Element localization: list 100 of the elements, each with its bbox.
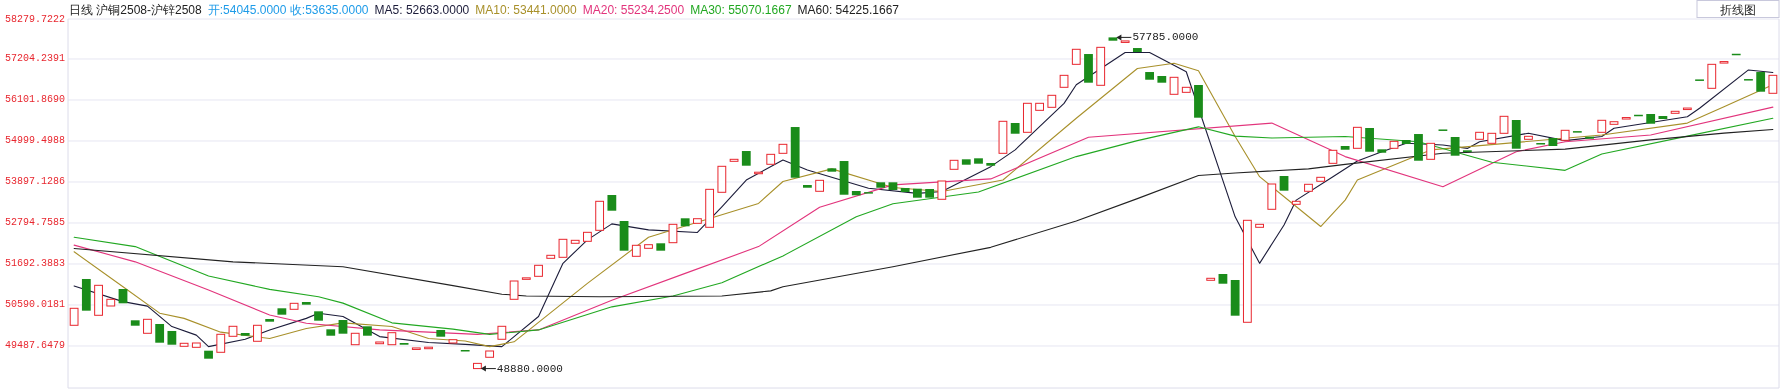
chart-subtitle: 开:54045.0000 收:53635.0000 [207, 3, 369, 17]
candlestick [1084, 54, 1093, 83]
candlestick [1560, 129, 1570, 141]
candlestick [1145, 72, 1154, 80]
candlestick [1279, 176, 1289, 191]
candlestick [1707, 63, 1717, 89]
text: MA5: 52663.0000 [374, 3, 470, 17]
candlestick [570, 239, 580, 244]
candlestick [851, 191, 861, 196]
candlestick [888, 182, 898, 190]
candlestick [937, 180, 947, 200]
candlestick [314, 311, 323, 321]
candlestick [363, 326, 372, 336]
candlestick [1267, 183, 1277, 210]
candlestick [1609, 121, 1619, 125]
candlestick [1511, 120, 1521, 149]
candlestick [1389, 140, 1399, 149]
candlestick [558, 238, 568, 258]
candlestick [1022, 102, 1032, 133]
text: MA60: 54225.1667 [797, 3, 900, 17]
candlestick [1524, 135, 1533, 140]
candlestick [705, 188, 715, 228]
candlestick [411, 347, 421, 350]
candlestick [827, 168, 837, 172]
y-tick-label: 49487.6479 [4, 340, 65, 352]
candlestick [607, 195, 617, 211]
candlestick [974, 158, 983, 164]
candlestick [387, 332, 397, 346]
candlestick [1328, 149, 1338, 164]
candlestick [1487, 132, 1497, 144]
candlestick [1682, 107, 1692, 111]
candlestick [1071, 48, 1081, 65]
candlestick [485, 350, 495, 358]
candlestick [81, 278, 91, 311]
candlestick [790, 127, 800, 178]
candlestick [1157, 76, 1167, 83]
candlestick [155, 323, 165, 343]
text: MA10: 53441.0000 [475, 3, 578, 17]
candlestick [204, 350, 213, 359]
candlestick [803, 185, 812, 188]
candlestick [839, 161, 849, 195]
y-tick-label: 57204.2391 [4, 53, 65, 65]
candlestick [1597, 119, 1607, 133]
candlestick [1499, 115, 1509, 134]
candlestick [619, 221, 629, 251]
candlestick [1047, 94, 1057, 108]
candlestick [717, 165, 727, 193]
candlestick [961, 159, 971, 165]
candlestick [1242, 219, 1252, 323]
candlestick [1462, 150, 1472, 153]
candlestick [1316, 176, 1326, 182]
annotation: 48880.0000 [496, 362, 563, 375]
candlestick [1548, 138, 1558, 146]
chart-title: 日线 沪铜2508-沪锌2508 [69, 3, 203, 17]
candlestick [1169, 76, 1179, 95]
y-tick-label: 54999.4988 [4, 135, 65, 147]
candlestick [595, 200, 605, 231]
candlestick [1450, 137, 1460, 156]
candlestick [729, 158, 739, 162]
candlestick [1621, 117, 1631, 120]
candlestick [631, 244, 641, 257]
candlestick [301, 302, 311, 305]
candlestick [583, 231, 592, 242]
candlestick [1010, 123, 1020, 134]
candlestick [741, 151, 751, 166]
candlestick [1670, 110, 1680, 114]
candlestick [1719, 61, 1729, 64]
candlestick [668, 223, 678, 244]
candlestick [693, 218, 702, 224]
candlestick [1120, 40, 1130, 43]
candlestick [1756, 72, 1766, 92]
candlestick [253, 324, 262, 342]
candlestick [912, 188, 922, 198]
candlestick [815, 179, 825, 192]
candlestick [1340, 146, 1350, 150]
y-tick-label: 53897.1286 [4, 176, 65, 188]
candlestick [277, 308, 287, 315]
candlestick [1304, 183, 1313, 192]
candlestick [436, 329, 446, 337]
candlestick [1181, 86, 1191, 93]
candlestick [1194, 85, 1203, 118]
candlestick [1646, 114, 1656, 124]
candlestick [546, 254, 556, 259]
candlestick [644, 244, 653, 249]
candlestick [949, 159, 959, 170]
y-tick-label: 58279.7222 [4, 13, 65, 25]
candlestick [1585, 136, 1594, 139]
candlestick [1768, 74, 1778, 94]
candlestick [143, 318, 152, 334]
candlestick [326, 329, 336, 336]
y-tick-label: 51692.3883 [4, 258, 65, 270]
candlestick [448, 339, 458, 344]
candlestick [509, 280, 519, 300]
candlestick [656, 243, 666, 251]
candlestick [876, 182, 886, 188]
candlestick [778, 143, 788, 154]
candlestick [998, 120, 1008, 154]
candlestick [1218, 274, 1228, 284]
candlestick [1132, 48, 1142, 53]
candlestick [1255, 223, 1264, 228]
